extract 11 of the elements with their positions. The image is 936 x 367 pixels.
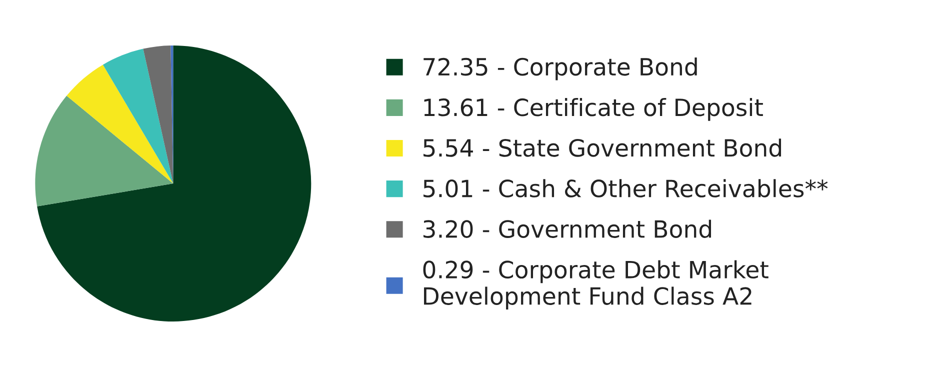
pie-slice bbox=[143, 46, 174, 184]
pie-slice bbox=[35, 96, 174, 206]
pie-slice bbox=[102, 48, 174, 184]
legend-label: 72.35 - Corporate Bond bbox=[424, 57, 697, 80]
legend-label: 3.20 - Government Bond bbox=[424, 220, 712, 238]
legend-label: 5.01 - Cash & Other Receivables** bbox=[424, 179, 828, 198]
legend-label: 0.29 - Corporate Debt Market Development Fund Class A2 bbox=[423, 260, 768, 310]
legend-label: 5.54 - State Government Bond bbox=[424, 138, 782, 157]
pie-slice bbox=[37, 46, 312, 322]
pie-slice bbox=[66, 64, 174, 184]
legend-label: 13.61 - Certificate of Deposit bbox=[424, 98, 763, 121]
